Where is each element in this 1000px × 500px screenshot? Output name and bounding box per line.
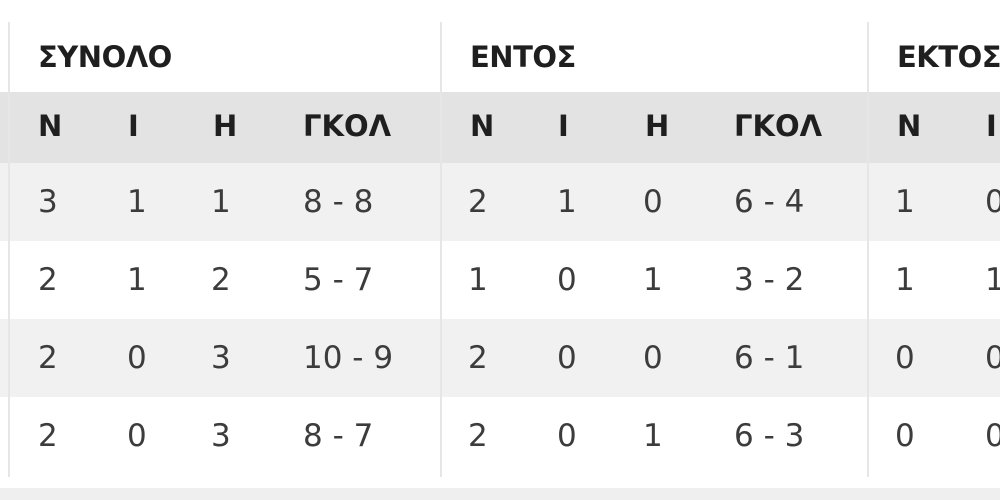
cell-losses: 3 xyxy=(211,340,231,376)
cell-goals: 6 - 3 xyxy=(734,418,805,454)
group-title-synolo: ΣΥΝΟΛΟ xyxy=(38,40,172,74)
cell-goals: 6 - 1 xyxy=(734,340,805,376)
cell-wins: 2 xyxy=(468,418,488,454)
cell-goals: 6 - 4 xyxy=(734,184,805,220)
cell-losses: 2 xyxy=(211,262,231,298)
column-header-wins: Ν xyxy=(470,109,495,143)
column-header-losses: Η xyxy=(645,109,670,143)
cell-draws: 0 xyxy=(985,418,1000,454)
cell-losses: 1 xyxy=(211,184,231,220)
cell-goals: 5 - 7 xyxy=(303,262,374,298)
cell-wins: 1 xyxy=(895,262,915,298)
cell-goals: 3 - 2 xyxy=(734,262,805,298)
column-divider xyxy=(867,22,869,477)
cell-draws: 0 xyxy=(557,340,577,376)
cell-losses: 0 xyxy=(643,184,663,220)
cell-losses: 1 xyxy=(643,418,663,454)
column-header-draws: Ι xyxy=(558,109,569,143)
cell-draws: 1 xyxy=(985,262,1000,298)
column-header-goals: ΓΚΟΛ xyxy=(734,109,823,143)
cell-wins: 0 xyxy=(895,418,915,454)
cell-wins: 0 xyxy=(895,340,915,376)
cell-losses: 1 xyxy=(643,262,663,298)
cell-goals: 8 - 8 xyxy=(303,184,374,220)
cell-draws: 0 xyxy=(985,340,1000,376)
cell-losses: 0 xyxy=(643,340,663,376)
table-row: 2 0 3 10 - 9 2 0 0 6 - 1 0 0 xyxy=(0,319,1000,397)
column-header-goals: ΓΚΟΛ xyxy=(303,109,392,143)
column-divider xyxy=(8,22,10,477)
cell-draws: 1 xyxy=(557,184,577,220)
cell-draws: 1 xyxy=(127,262,147,298)
group-title-ektos: ΕΚΤΟΣ xyxy=(897,40,1000,74)
cell-wins: 2 xyxy=(38,262,58,298)
column-header-losses: Η xyxy=(213,109,238,143)
table-row: 3 1 1 8 - 8 2 1 0 6 - 4 1 0 xyxy=(0,163,1000,241)
group-title-entos: ΕΝΤΟΣ xyxy=(470,40,576,74)
column-header-wins: Ν xyxy=(38,109,63,143)
cell-wins: 1 xyxy=(468,262,488,298)
cell-draws: 0 xyxy=(557,262,577,298)
column-divider xyxy=(440,22,442,477)
group-header-row: ΣΥΝΟΛΟ ΕΝΤΟΣ ΕΚΤΟΣ xyxy=(0,22,1000,92)
cell-draws: 0 xyxy=(985,184,1000,220)
column-header-draws: Ι xyxy=(128,109,139,143)
cell-wins: 2 xyxy=(38,418,58,454)
cell-losses: 3 xyxy=(211,418,231,454)
column-header-draws: Ι xyxy=(986,109,997,143)
cell-draws: 1 xyxy=(127,184,147,220)
table-row: 2 0 3 8 - 7 2 0 1 6 - 3 0 0 xyxy=(0,397,1000,475)
cell-wins: 2 xyxy=(468,184,488,220)
table-footer-bar xyxy=(0,488,1000,500)
cell-wins: 2 xyxy=(38,340,58,376)
cell-draws: 0 xyxy=(127,340,147,376)
cell-goals: 8 - 7 xyxy=(303,418,374,454)
column-header-wins: Ν xyxy=(897,109,922,143)
cell-wins: 3 xyxy=(38,184,58,220)
cell-draws: 0 xyxy=(127,418,147,454)
cell-wins: 1 xyxy=(895,184,915,220)
cell-draws: 0 xyxy=(557,418,577,454)
cell-wins: 2 xyxy=(468,340,488,376)
table-row: 2 1 2 5 - 7 1 0 1 3 - 2 1 1 xyxy=(0,241,1000,319)
column-header-row: Ν Ι Η ΓΚΟΛ Ν Ι Η ΓΚΟΛ Ν Ι xyxy=(0,92,1000,163)
cell-goals: 10 - 9 xyxy=(303,340,394,376)
